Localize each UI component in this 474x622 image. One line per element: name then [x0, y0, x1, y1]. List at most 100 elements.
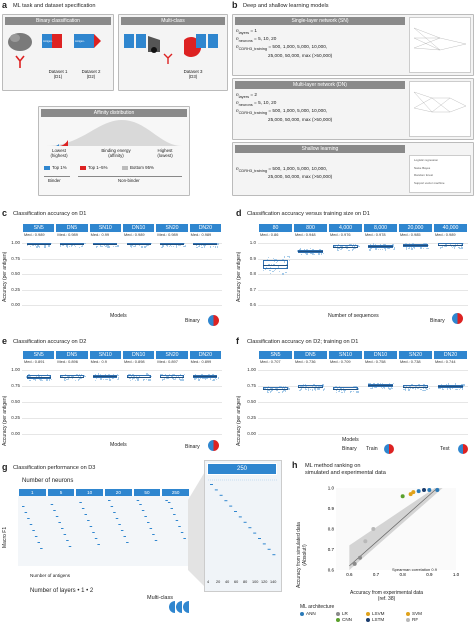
data-point — [112, 377, 114, 380]
data-point — [39, 378, 41, 380]
category-header: SN10 — [88, 223, 122, 233]
data-point — [99, 373, 102, 376]
data-point — [211, 379, 213, 381]
data-point — [404, 243, 406, 245]
data-point — [213, 379, 216, 381]
data-point — [371, 387, 373, 389]
zoom-f1-marker — [210, 484, 213, 485]
data-point — [78, 378, 81, 381]
data-point — [262, 269, 265, 272]
data-point — [197, 377, 200, 380]
data-point — [107, 245, 110, 247]
data-point — [447, 388, 449, 390]
data-point — [388, 387, 391, 390]
data-point — [171, 375, 173, 377]
data-point — [377, 382, 379, 384]
zoom-header: 250 — [207, 463, 277, 475]
data-point — [371, 386, 374, 388]
data-point — [172, 377, 174, 379]
legend-label: SVM — [412, 611, 422, 616]
gridline — [258, 418, 468, 419]
data-point — [408, 388, 410, 391]
data-point — [344, 389, 346, 392]
panel-d-label: d — [236, 208, 242, 218]
data-point — [171, 245, 173, 248]
x-tick-label: 0.6 — [346, 572, 353, 577]
median-line — [93, 376, 118, 378]
x-tick-label: 0.8 — [400, 572, 407, 577]
data-point — [128, 374, 130, 376]
f1-marker — [173, 514, 176, 515]
data-point — [403, 385, 406, 388]
box — [332, 245, 359, 249]
category-header: SN5 — [22, 223, 56, 233]
data-point — [460, 387, 462, 390]
box — [297, 385, 324, 389]
f1-marker — [94, 538, 98, 539]
legend-swatch — [406, 618, 410, 622]
data-point — [109, 377, 111, 380]
data-point — [133, 246, 135, 248]
panel-d-ylabel: Accuracy (per antigen) — [236, 251, 242, 302]
f1-marker — [24, 512, 28, 513]
data-point — [147, 245, 149, 247]
data-point — [105, 245, 107, 247]
data-point — [387, 387, 389, 389]
legend-label: LR — [342, 611, 348, 616]
data-point — [351, 249, 353, 251]
data-point — [282, 385, 285, 388]
data-point — [309, 247, 311, 250]
box — [402, 385, 429, 389]
f1-marker — [97, 544, 100, 545]
svg-text:Antigen-: Antigen- — [75, 39, 85, 43]
data-point — [313, 384, 315, 386]
data-point — [181, 377, 184, 380]
panel-c-ylabel: Accuracy (per antigen) — [2, 251, 8, 302]
f1-marker — [87, 520, 90, 521]
multiclass-box: Multi-class — [118, 14, 228, 91]
gridline — [258, 386, 468, 387]
data-point — [44, 246, 46, 248]
data-point — [341, 245, 344, 247]
panel-b-label: b — [232, 0, 238, 10]
data-point — [196, 246, 198, 248]
data-point — [100, 378, 102, 380]
data-point — [26, 244, 29, 246]
data-point — [288, 260, 290, 262]
data-point — [83, 374, 85, 377]
gridline — [22, 386, 222, 387]
data-point — [269, 266, 271, 269]
panel-g-facets — [18, 496, 190, 566]
data-point — [422, 384, 425, 386]
data-point — [178, 244, 181, 247]
f1-marker — [136, 500, 140, 501]
data-point — [311, 389, 313, 391]
data-point — [275, 389, 277, 392]
panel-f-title: Classification accuracy on D2; training … — [247, 339, 359, 345]
data-point — [100, 375, 102, 377]
data-point — [340, 249, 343, 251]
f1-marker — [37, 542, 40, 543]
data-point — [148, 375, 150, 377]
regression-line — [349, 487, 438, 567]
data-point — [305, 385, 307, 388]
panel-g-lines — [22, 500, 186, 549]
data-point — [389, 388, 391, 390]
data-point — [145, 245, 147, 248]
binary-illustration: Antigen- Antigen- — [8, 33, 101, 68]
data-point — [137, 379, 139, 381]
data-point — [288, 256, 290, 258]
data-point — [374, 384, 376, 386]
panel-g-ylabel: Macro F1 — [2, 526, 8, 548]
median-line — [402, 386, 429, 388]
data-point — [106, 375, 109, 377]
y-tick-label: 0.8 — [249, 271, 256, 276]
data-point — [442, 388, 444, 391]
data-point — [418, 383, 421, 386]
gridline — [22, 402, 222, 403]
zoom-f1-marker — [267, 548, 271, 550]
data-point — [369, 382, 371, 385]
data-point — [427, 247, 429, 250]
data-point — [318, 253, 320, 255]
data-point — [96, 246, 98, 248]
